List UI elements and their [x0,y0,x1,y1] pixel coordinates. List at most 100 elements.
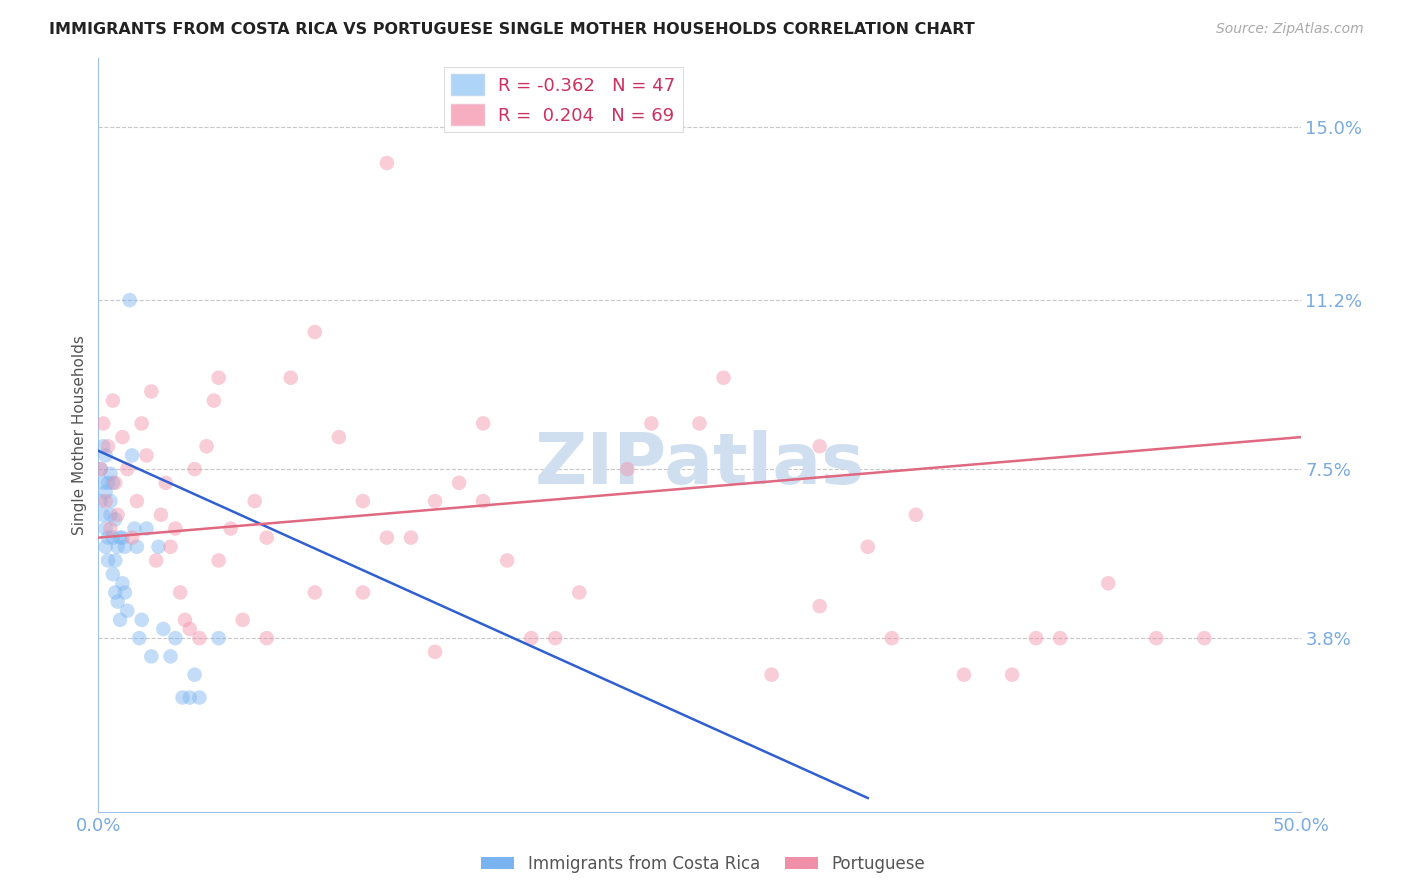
Point [375,156,398,170]
Point [97,531,120,545]
Point [472,417,495,431]
Point [125,494,148,508]
Y-axis label: Single Mother Households: Single Mother Households [72,334,87,535]
Point [114,540,136,554]
Point [111,430,134,444]
Point [94,521,117,535]
Point [808,599,831,614]
Text: Source: ZipAtlas.com: Source: ZipAtlas.com [1216,22,1364,37]
Point [423,494,446,508]
Point [208,553,231,567]
Point [131,417,153,431]
Point [101,393,124,408]
Point [94,485,117,500]
Point [104,512,127,526]
Text: IMMIGRANTS FROM COSTA RICA VS PORTUGUESE SINGLE MOTHER HOUSEHOLDS CORRELATION CH: IMMIGRANTS FROM COSTA RICA VS PORTUGUESE… [49,22,974,37]
Point [97,439,120,453]
Point [125,540,148,554]
Point [953,667,976,681]
Point [100,508,122,522]
Text: ZIPatlas: ZIPatlas [534,431,865,500]
Point [108,613,131,627]
Point [304,325,326,339]
Point [121,449,143,463]
Point [104,585,127,599]
Point [97,475,120,490]
Point [141,649,163,664]
Point [219,521,242,535]
Point [145,553,167,567]
Point [117,604,139,618]
Point [880,631,903,645]
Point [183,462,205,476]
Point [104,475,127,490]
Point [243,494,266,508]
Point [155,475,177,490]
Point [256,631,278,645]
Point [91,439,114,453]
Point [447,475,470,490]
Point [232,613,254,627]
Point [159,649,181,664]
Point [688,417,710,431]
Point [107,594,129,608]
Point [101,531,124,545]
Point [472,494,495,508]
Point [713,370,735,384]
Point [121,531,143,545]
Point [256,531,278,545]
Point [179,690,201,705]
Point [152,622,174,636]
Point [149,508,172,522]
Point [107,540,129,554]
Point [208,370,231,384]
Point [101,567,124,582]
Point [761,667,783,681]
Point [111,531,134,545]
Point [141,384,163,399]
Point [423,645,446,659]
Point [97,553,120,567]
Legend: R = -0.362   N = 47, R =  0.204   N = 69: R = -0.362 N = 47, R = 0.204 N = 69 [444,67,682,132]
Point [135,521,157,535]
Point [1194,631,1216,645]
Point [640,417,662,431]
Point [856,540,879,554]
Point [1097,576,1119,591]
Point [304,585,326,599]
Point [195,439,218,453]
Point [520,631,543,645]
Point [375,531,398,545]
Point [496,553,519,567]
Point [172,690,194,705]
Point [107,508,129,522]
Point [616,462,638,476]
Point [111,576,134,591]
Point [131,613,153,627]
Point [100,467,122,481]
Point [328,430,350,444]
Point [188,690,211,705]
Point [174,613,197,627]
Point [352,585,374,599]
Point [183,667,205,681]
Point [352,494,374,508]
Point [165,631,187,645]
Point [568,585,591,599]
Point [91,417,114,431]
Point [179,622,201,636]
Point [108,531,131,545]
Point [165,521,187,535]
Point [104,553,127,567]
Point [208,631,231,645]
Point [1144,631,1167,645]
Point [117,462,139,476]
Point [101,475,124,490]
Point [124,521,146,535]
Point [90,462,112,476]
Point [128,631,150,645]
Point [399,531,422,545]
Point [118,293,141,307]
Point [90,494,112,508]
Point [148,540,170,554]
